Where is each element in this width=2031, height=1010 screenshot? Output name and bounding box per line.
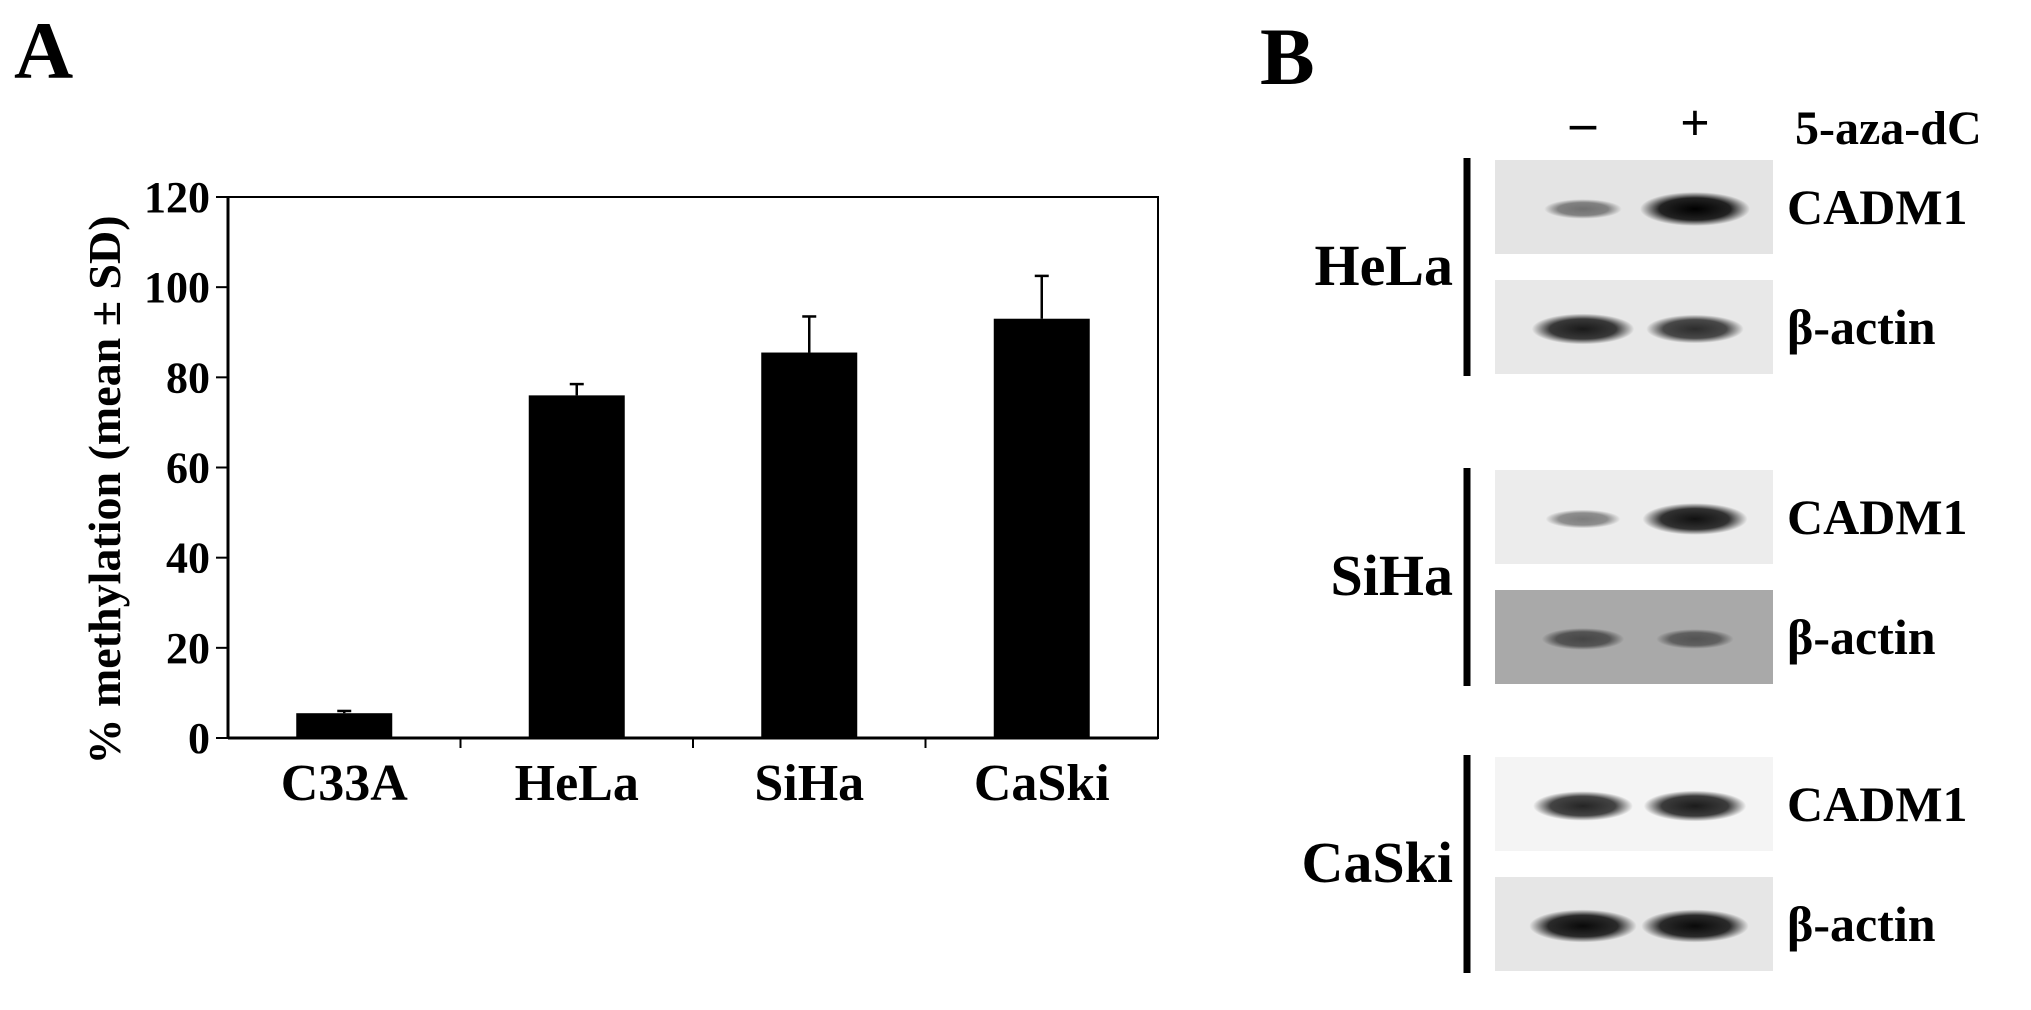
x-tick-label: SiHa [754,755,864,812]
protein-label: CADM1 [1787,776,1968,832]
protein-band [1541,628,1625,650]
bars [296,274,1090,738]
blot-group-siha: SiHa CADM1 β-actin [1331,468,1968,686]
cell-line-label: CaSki [1301,830,1453,895]
x-tick-label: C33A [281,755,409,812]
protein-label: CADM1 [1787,489,1968,545]
y-axis-ticks: 0 20 40 60 80 100 120 [144,173,228,763]
lane-label-minus: – [1569,95,1597,152]
y-tick-label: 40 [166,534,210,583]
protein-band [1643,790,1747,822]
panel-b-letter: B [1260,11,1315,102]
bar-hela [528,395,625,738]
y-tick-label: 80 [166,353,210,402]
protein-band [1533,791,1633,821]
protein-label: β-actin [1787,896,1936,952]
cell-line-label: SiHa [1331,543,1454,608]
bar-siha [761,352,858,738]
protein-band [1640,192,1750,226]
protein-band [1656,629,1734,649]
treatment-label: 5-aza-dC [1795,102,1982,155]
protein-band [1545,509,1621,529]
protein-band [1646,314,1744,344]
x-tick-label: HeLa [515,755,639,812]
y-tick-label: 120 [144,173,210,222]
protein-label: CADM1 [1787,179,1968,235]
cell-line-label: HeLa [1314,233,1453,298]
protein-band [1529,909,1637,943]
lane-label-plus: + [1680,95,1710,152]
bar-chart: % methylation (mean ± SD) 0 20 40 60 80 100 12… [79,173,1159,812]
protein-band [1544,199,1622,219]
x-axis-ticks: C33A HeLa SiHa CaSki [281,738,1110,812]
protein-band [1642,503,1748,535]
bar-c33a [296,713,393,738]
y-axis-label: % methylation (mean ± SD) [79,215,130,764]
blot-group-caski: CaSki CADM1 β-actin [1301,755,1968,973]
x-tick-label: CaSki [974,755,1110,812]
y-tick-label: 0 [188,714,210,763]
protein-band [1531,313,1635,345]
protein-band [1641,909,1749,943]
y-tick-label: 100 [144,263,210,312]
y-tick-label: 20 [166,624,210,673]
western-blots: HeLa CADM1 β-actin SiHa CADM1 β-actin CaSki CAD… [1301,158,1968,973]
bar-caski [993,318,1090,738]
blot-group-hela: HeLa CADM1 β-actin [1314,158,1968,376]
panel-a-letter: A [14,5,73,96]
y-tick-label: 60 [166,444,210,493]
protein-label: β-actin [1787,609,1936,665]
protein-label: β-actin [1787,299,1936,355]
